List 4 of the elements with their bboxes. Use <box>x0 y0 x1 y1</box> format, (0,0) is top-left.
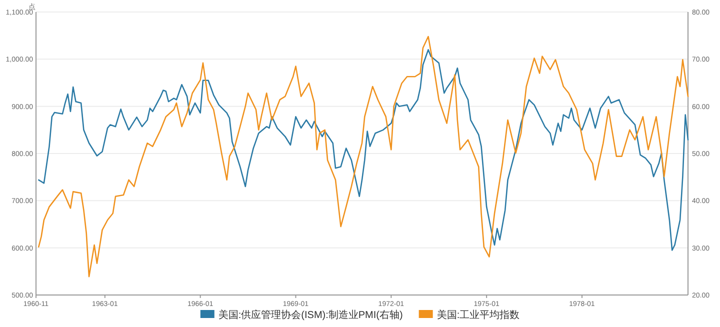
legend-label: 美国:供应管理协会(ISM):制造业PMI(右轴) <box>218 309 403 321</box>
line-series <box>38 36 689 278</box>
legend-label: 美国:工业平均指数 <box>436 309 520 321</box>
line-series <box>38 49 689 251</box>
